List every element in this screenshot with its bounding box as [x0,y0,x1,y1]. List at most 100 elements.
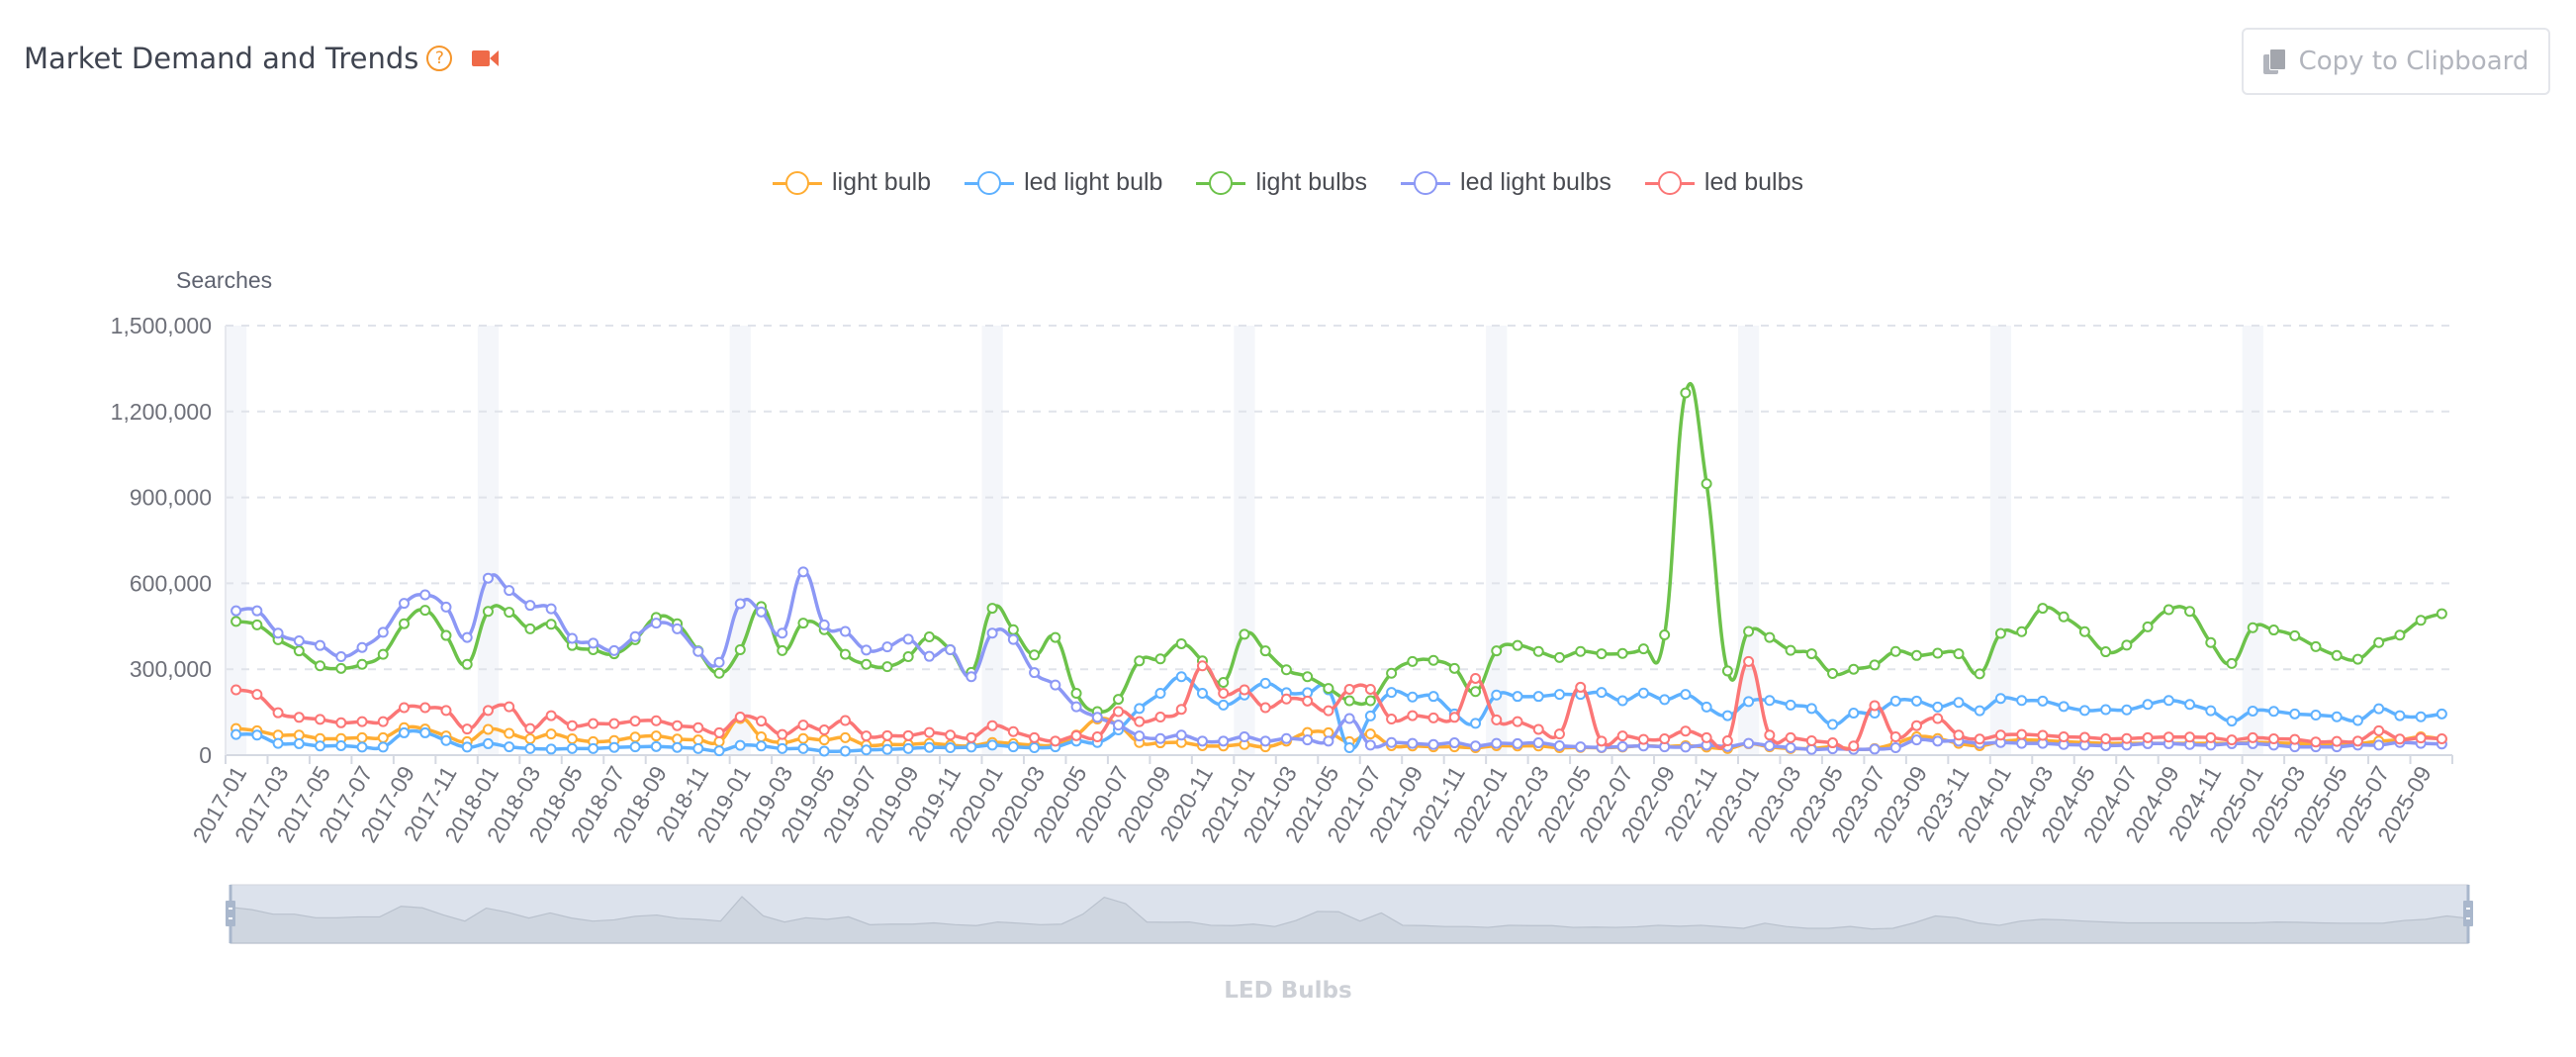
data-point[interactable] [1512,639,1523,651]
data-point[interactable] [419,702,431,714]
data-point[interactable] [1659,733,1671,745]
data-point[interactable] [1805,743,1817,755]
data-point[interactable] [1701,701,1712,713]
legend-item[interactable]: led bulbs [1644,168,1803,197]
data-point[interactable] [377,731,389,743]
data-point[interactable] [1407,691,1419,703]
data-point[interactable] [902,729,914,741]
data-point[interactable] [2226,716,2238,727]
data-point[interactable] [1218,735,1230,747]
data-point[interactable] [2226,657,2238,669]
data-point[interactable] [1764,739,1776,751]
data-point[interactable] [2100,704,2112,716]
data-point[interactable] [861,730,873,742]
data-point[interactable] [1427,691,1439,703]
data-point[interactable] [1680,741,1692,753]
data-point[interactable] [713,735,725,747]
data-point[interactable] [1512,737,1523,749]
data-point[interactable] [1764,631,1776,643]
data-point[interactable] [902,650,914,662]
data-point[interactable] [1029,667,1041,679]
data-point[interactable] [356,658,368,670]
data-point[interactable] [1994,729,2006,741]
data-point[interactable] [545,710,557,721]
data-point[interactable] [524,722,536,734]
data-point[interactable] [797,618,809,629]
data-point[interactable] [1364,739,1376,751]
data-point[interactable] [713,667,725,679]
data-point[interactable] [1280,693,1292,705]
data-point[interactable] [399,618,411,629]
data-point[interactable] [440,705,452,717]
data-point[interactable] [1596,648,1608,660]
data-point[interactable] [1616,695,1628,707]
data-point[interactable] [923,650,935,662]
data-point[interactable] [2331,735,2343,747]
data-point[interactable] [2205,636,2217,648]
data-point[interactable] [734,712,746,723]
data-point[interactable] [461,631,473,643]
data-point[interactable] [1470,672,1482,684]
data-point[interactable] [1239,730,1250,742]
data-point[interactable] [1932,713,1944,724]
data-point[interactable] [756,606,768,618]
question-circle-icon[interactable]: ? [426,46,453,71]
data-point[interactable] [1764,695,1776,707]
data-point[interactable] [1343,741,1355,753]
data-point[interactable] [1785,644,1796,656]
data-point[interactable] [1827,719,1839,730]
data-point[interactable] [2016,695,2028,707]
data-point[interactable] [356,641,368,653]
data-point[interactable] [1070,688,1082,700]
data-point[interactable] [2415,732,2427,744]
data-point[interactable] [251,729,263,741]
data-point[interactable] [1113,720,1125,731]
data-point[interactable] [2373,703,2385,715]
data-point[interactable] [2078,625,2090,637]
data-point[interactable] [545,728,557,740]
data-point[interactable] [293,645,305,657]
data-point[interactable] [2415,615,2427,626]
data-point[interactable] [777,644,788,656]
data-point[interactable] [839,715,851,726]
data-point[interactable] [1512,691,1523,703]
data-point[interactable] [2162,604,2174,616]
data-point[interactable] [1302,695,1314,707]
data-point[interactable] [2289,733,2301,745]
data-point[interactable] [524,600,536,612]
data-point[interactable] [2373,724,2385,736]
data-point[interactable] [230,684,242,696]
data-point[interactable] [440,629,452,641]
data-point[interactable] [608,718,620,729]
data-point[interactable] [756,730,768,742]
data-point[interactable] [545,743,557,755]
data-point[interactable] [2331,649,2343,661]
data-point[interactable] [818,745,830,757]
data-point[interactable] [1805,648,1817,660]
data-point[interactable] [1680,387,1692,399]
data-point[interactable] [419,589,431,601]
data-point[interactable] [1932,701,1944,713]
data-point[interactable] [1994,627,2006,639]
data-point[interactable] [1427,712,1439,723]
data-point[interactable] [1680,689,1692,701]
data-point[interactable] [1407,737,1419,749]
data-point[interactable] [1616,730,1628,742]
data-point[interactable] [504,727,515,739]
data-point[interactable] [2289,708,2301,720]
data-point[interactable] [861,658,873,670]
data-point[interactable] [756,740,768,752]
data-point[interactable] [356,741,368,753]
data-point[interactable] [1302,734,1314,746]
data-point[interactable] [1386,736,1398,748]
data-point[interactable] [1280,732,1292,744]
data-point[interactable] [650,618,662,629]
data-point[interactable] [1448,662,1460,674]
data-point[interactable] [419,726,431,738]
data-point[interactable] [1134,703,1146,715]
data-point[interactable] [1386,687,1398,699]
data-point[interactable] [1805,703,1817,715]
data-point[interactable] [1029,741,1041,753]
data-point[interactable] [1007,741,1019,753]
data-point[interactable] [315,660,326,672]
